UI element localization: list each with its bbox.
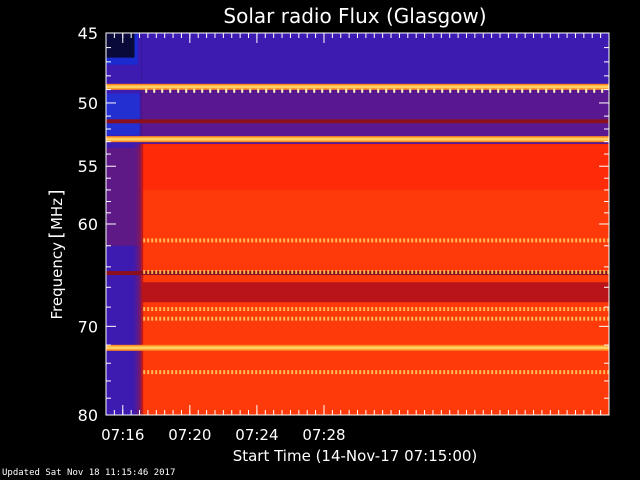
dotted-line-4 xyxy=(143,370,609,375)
quiet-region-blue-band xyxy=(106,93,140,136)
y-tick-label-5: 80 xyxy=(78,406,98,425)
transition-edge xyxy=(131,144,144,415)
y-tick-label-4: 70 xyxy=(78,317,98,336)
bright-line-2 xyxy=(106,346,609,350)
x-tick-label-3: 07:28 xyxy=(302,426,345,444)
dotted-line-2 xyxy=(143,307,609,312)
dark-line-1 xyxy=(106,271,609,276)
x-tick-label-0: 07:16 xyxy=(101,426,144,444)
y-tick-label-3: 60 xyxy=(78,215,98,234)
chart-title: Solar radio Flux (Glasgow) xyxy=(223,4,486,28)
x-axis-label: Start Time (14-Nov-17 07:15:00) xyxy=(233,447,478,465)
bright-line-ticks xyxy=(145,88,604,93)
active-region-band-a xyxy=(141,144,609,190)
active-region-band-b xyxy=(141,282,609,303)
plot-area xyxy=(106,33,609,415)
y-tick-label-1: 50 xyxy=(78,94,98,113)
dotted-line-3 xyxy=(143,316,609,321)
y-axis-label-unit: MHz xyxy=(48,198,66,230)
y-axis-label: Frequency [ MHz ] xyxy=(46,189,67,319)
y-axis-bracket-open: [ xyxy=(46,231,67,238)
active-region-top xyxy=(141,33,609,85)
bright-line-1 xyxy=(106,137,609,141)
y-tick-label-2: 55 xyxy=(78,157,98,176)
y-axis-label-text: Frequency xyxy=(48,242,66,320)
bright-line-0 xyxy=(106,85,609,89)
updated-timestamp: Updated Sat Nov 18 11:15:46 2017 xyxy=(2,468,176,478)
x-tick-label-2: 07:24 xyxy=(235,426,278,444)
dotted-line-0 xyxy=(143,238,609,243)
quiet-region-dark-block xyxy=(106,33,135,58)
y-axis-bracket-close: ] xyxy=(46,189,67,196)
x-tick-label-1: 07:20 xyxy=(168,426,211,444)
dotted-line-1 xyxy=(143,270,609,275)
active-region-upper xyxy=(141,84,609,145)
y-tick-label-0: 45 xyxy=(78,24,98,43)
dark-line-0 xyxy=(106,119,609,124)
